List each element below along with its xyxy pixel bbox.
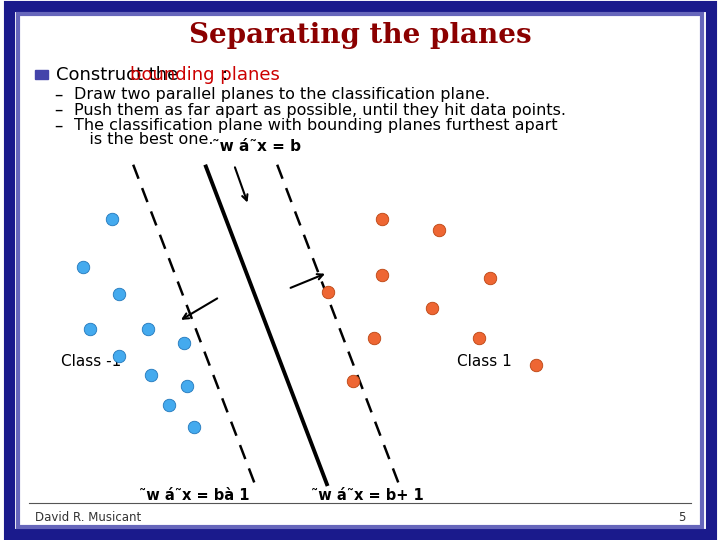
Text: bounding planes: bounding planes <box>130 65 280 84</box>
Text: Construct the: Construct the <box>56 65 184 84</box>
Text: ˜w á˜x = b+ 1: ˜w á˜x = b+ 1 <box>311 488 423 503</box>
Text: is the best one.: is the best one. <box>74 132 214 147</box>
Text: –: – <box>54 101 63 119</box>
Text: Draw two parallel planes to the classification plane.: Draw two parallel planes to the classifi… <box>74 87 490 102</box>
Text: Class 1: Class 1 <box>457 354 512 369</box>
Text: –: – <box>54 117 63 135</box>
Text: Class -1: Class -1 <box>61 354 122 369</box>
Text: Push them as far apart as possible, until they hit data points.: Push them as far apart as possible, unti… <box>74 103 566 118</box>
Text: –: – <box>54 85 63 104</box>
Text: :: : <box>222 65 228 84</box>
Text: 5: 5 <box>678 511 685 524</box>
Bar <box>35 70 48 79</box>
Text: The classification plane with bounding planes furthest apart: The classification plane with bounding p… <box>74 118 558 133</box>
Text: David R. Musicant: David R. Musicant <box>35 511 141 524</box>
Text: ˜w á˜x = bà 1: ˜w á˜x = bà 1 <box>139 488 250 503</box>
Text: ˜w á˜x = b: ˜w á˜x = b <box>212 139 302 154</box>
Text: Separating the planes: Separating the planes <box>189 22 531 49</box>
